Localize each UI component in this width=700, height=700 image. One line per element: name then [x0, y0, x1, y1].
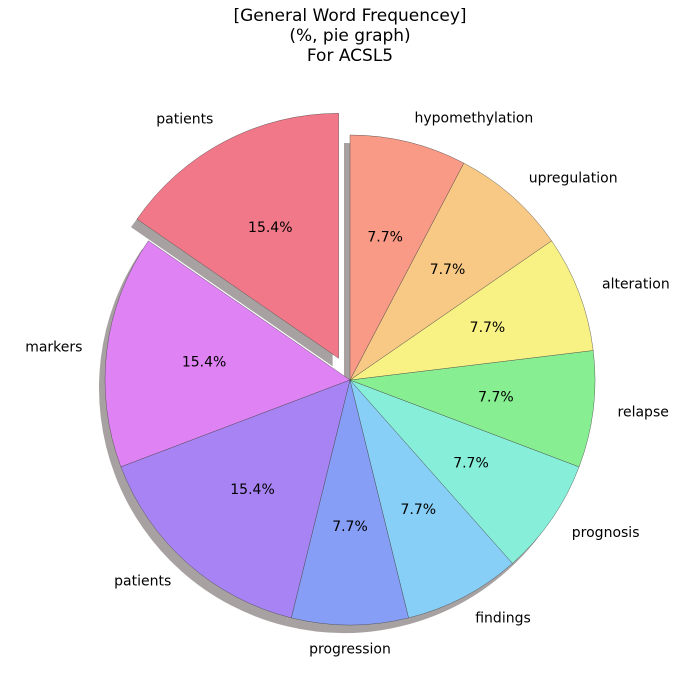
- pie-slice-markers: [104, 240, 351, 468]
- slice-percent-label: 7.7%: [430, 262, 466, 278]
- slice-layer: [104, 113, 596, 626]
- slice-label: hypomethylation: [414, 110, 533, 126]
- chart-title-line: [General Word Frequencey]: [233, 6, 466, 26]
- pie-slice-upregulation: [349, 162, 552, 381]
- slice-label: prognosis: [572, 525, 640, 541]
- slice-label: patients: [156, 112, 213, 128]
- chart-title: [General Word Frequencey] (%, pie graph) F…: [233, 6, 466, 66]
- slice-label: relapse: [618, 404, 669, 420]
- pie-slice-progression: [291, 379, 409, 626]
- label-layer: patients 15.4% markers 15.4% patients 15.4% pr…: [25, 110, 670, 657]
- chart-title-line: (%, pie graph): [289, 26, 410, 46]
- pie-slice-alteration: [349, 240, 594, 381]
- slice-label: progression: [309, 642, 391, 658]
- slice-percent-label: 15.4%: [230, 482, 274, 498]
- slice-label: alteration: [602, 276, 670, 292]
- pie-slice-hypomethylation: [349, 134, 465, 381]
- slice-label: markers: [25, 340, 82, 356]
- slice-label: findings: [475, 611, 531, 627]
- pie-slice-relapse: [349, 350, 596, 468]
- pie-slice-prognosis: [349, 379, 580, 564]
- slice-percent-label: 15.4%: [248, 220, 292, 236]
- slice-label: upregulation: [529, 170, 618, 186]
- slice-percent-label: 7.7%: [453, 456, 489, 472]
- chart-title-line: For ACSL5: [307, 46, 393, 66]
- slice-percent-label: 7.7%: [478, 390, 514, 406]
- slice-percent-label: 7.7%: [367, 229, 403, 245]
- slice-label: patients: [114, 574, 171, 590]
- pie-slice-findings: [349, 379, 513, 619]
- slice-percent-label: 7.7%: [401, 502, 437, 518]
- slice-percent-label: 7.7%: [470, 320, 506, 336]
- pie-slice-patients: [120, 379, 351, 619]
- pie-slice-patients: [136, 113, 339, 359]
- slice-percent-label: 15.4%: [182, 354, 226, 370]
- slice-percent-label: 7.7%: [332, 519, 368, 535]
